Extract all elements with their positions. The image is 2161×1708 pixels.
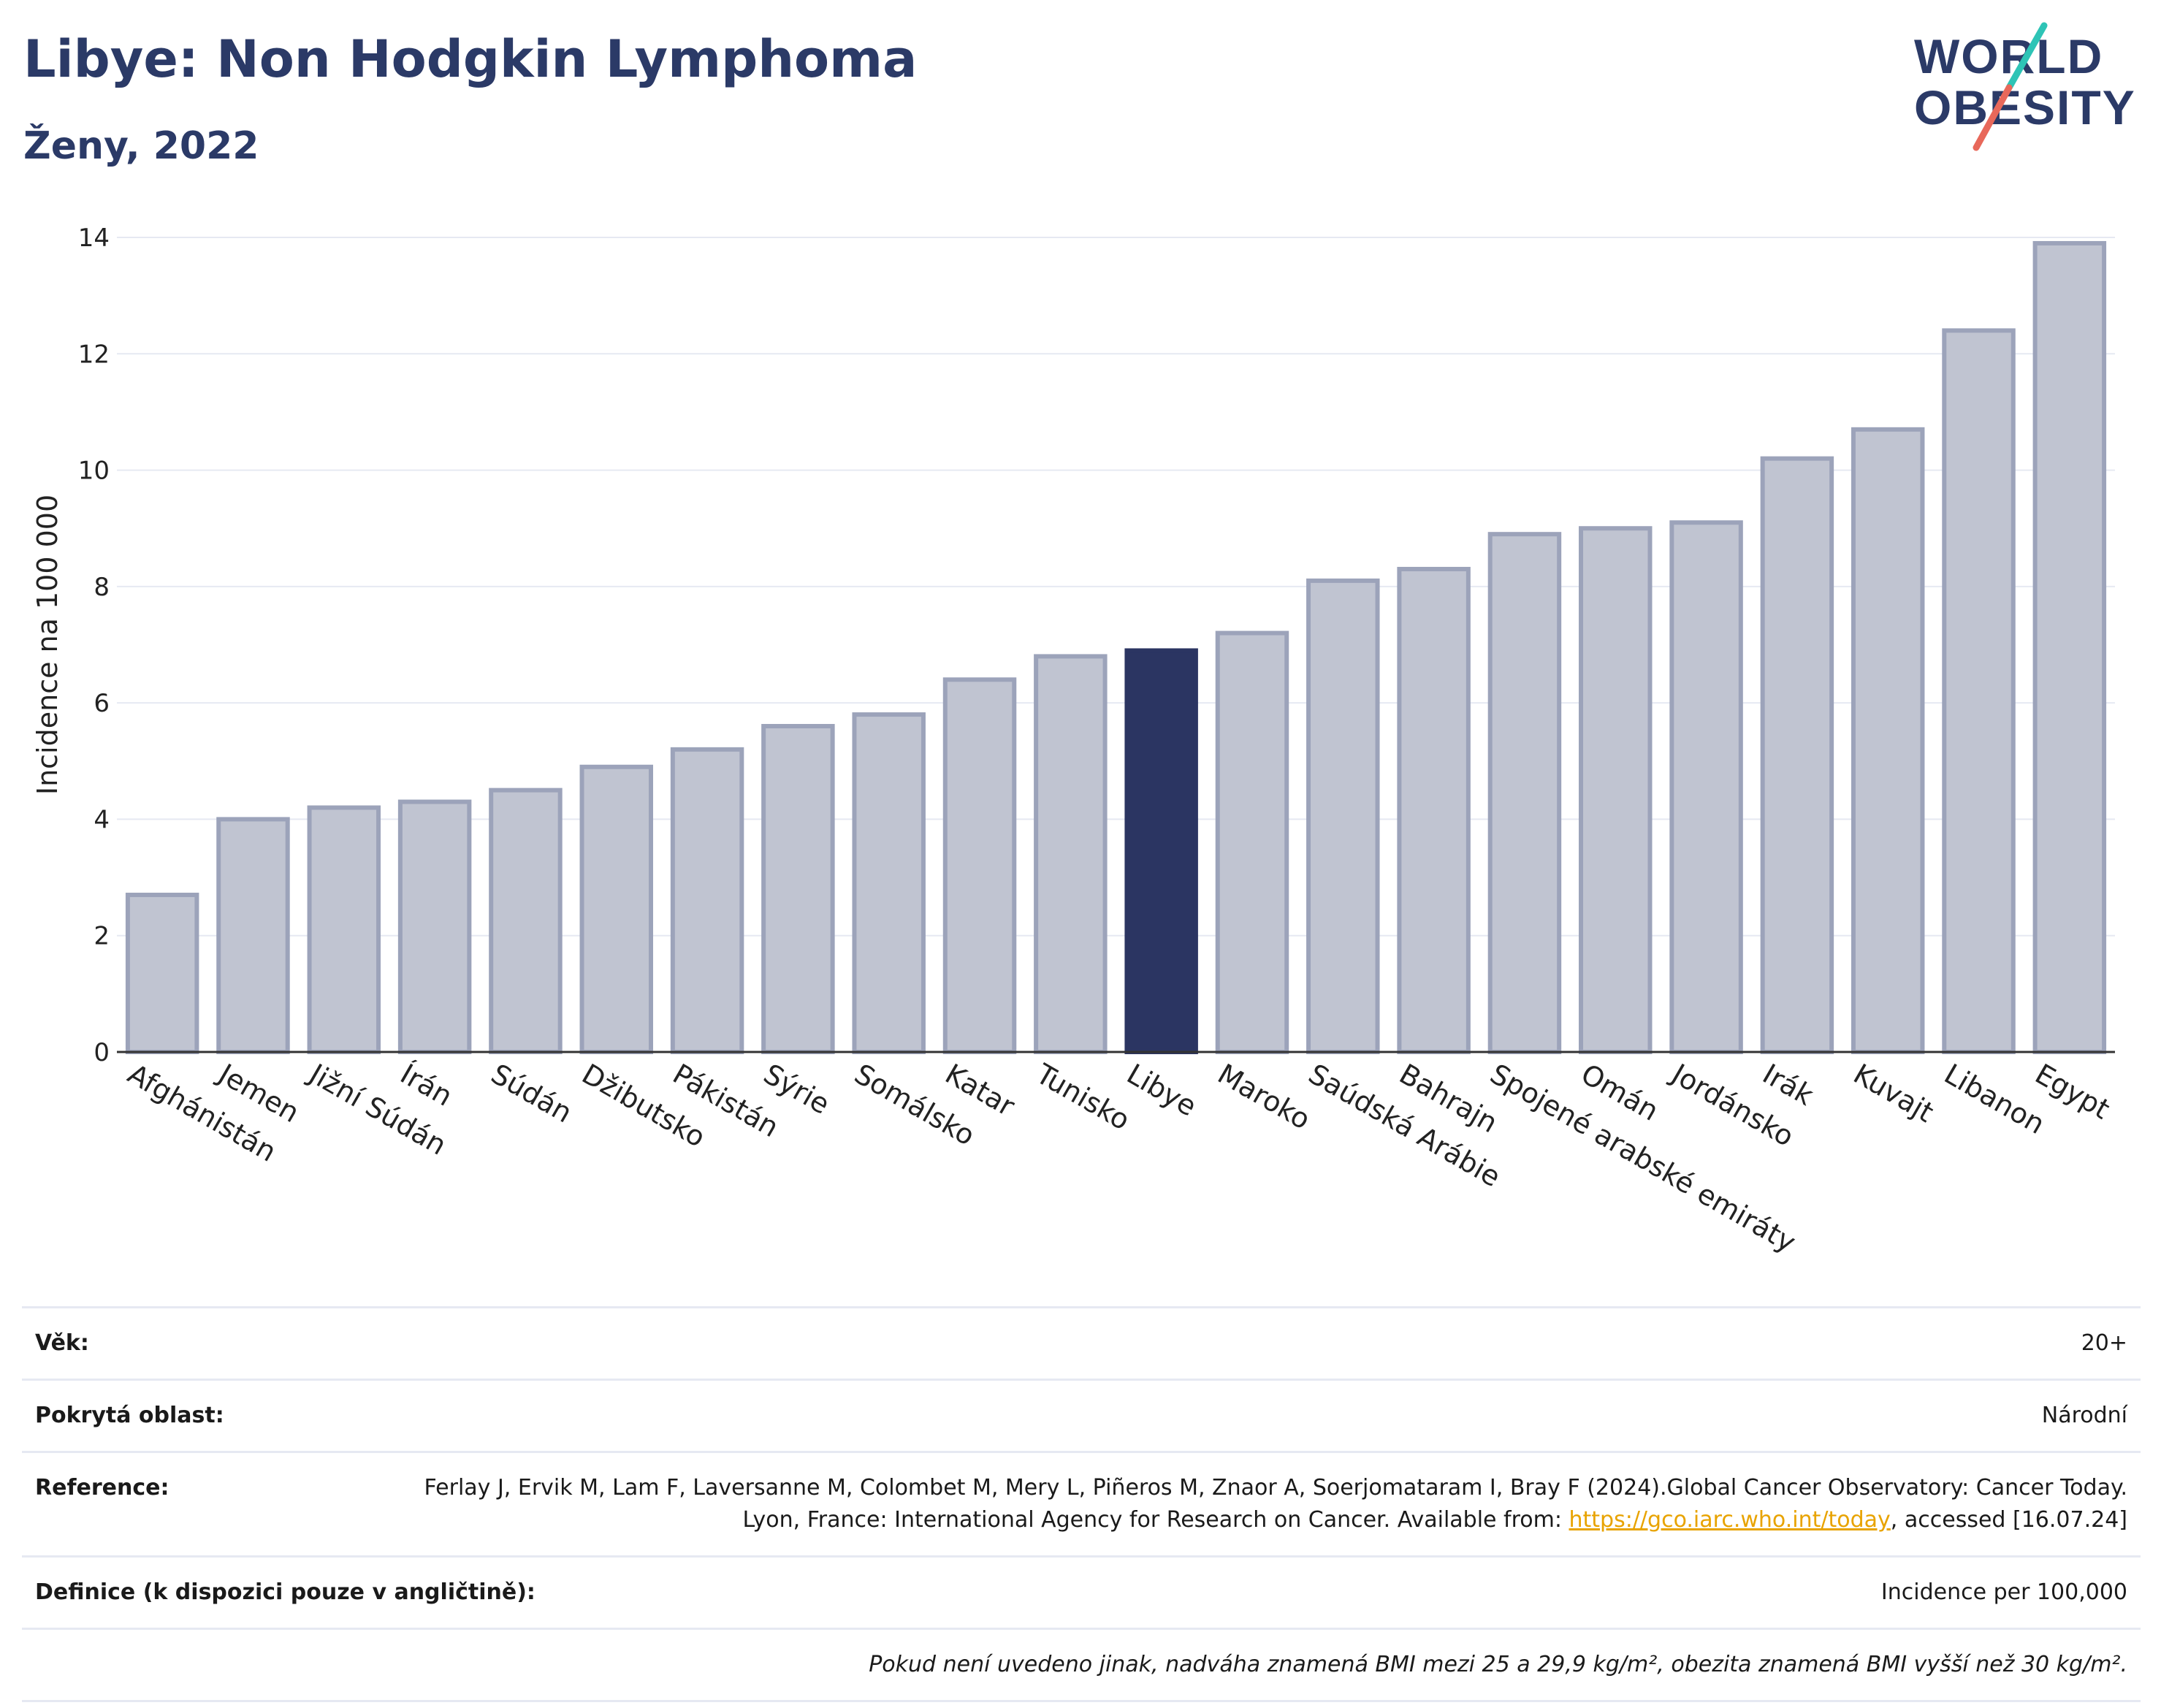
y-tick-label: 0 xyxy=(94,1038,110,1067)
logo-text-world: WORLD xyxy=(1914,29,2103,83)
info-row-age: Věk: 20+ xyxy=(22,1306,2141,1379)
bar xyxy=(670,747,744,1055)
x-tick-label: Irák xyxy=(1757,1058,1818,1112)
reference-value: Ferlay J, Ervik M, Lam F, Laversanne M, … xyxy=(374,1472,2127,1536)
bar xyxy=(1397,566,1471,1054)
area-value: Národní xyxy=(2041,1403,2127,1428)
definition-value: Incidence per 100,000 xyxy=(1880,1579,2127,1605)
reference-text: Ferlay J, Ervik M, Lam F, Laversanne M, … xyxy=(424,1475,2127,1533)
bar xyxy=(489,788,563,1055)
bar xyxy=(307,805,381,1054)
info-row-definition: Definice (k dispozici pouze v angličtině… xyxy=(22,1555,2141,1628)
y-tick-label: 6 xyxy=(94,689,110,718)
bar xyxy=(942,677,1017,1054)
bar xyxy=(397,799,472,1055)
bar xyxy=(1487,532,1562,1054)
y-tick-label: 8 xyxy=(94,573,110,602)
definition-label: Definice (k dispozici pouze v angličtině… xyxy=(35,1579,536,1605)
info-row-area: Pokrytá oblast: Národní xyxy=(22,1379,2141,1451)
age-label: Věk: xyxy=(35,1330,89,1356)
bar xyxy=(1306,578,1380,1054)
bar xyxy=(216,817,290,1055)
y-tick-label: 14 xyxy=(78,224,110,253)
area-label: Pokrytá oblast: xyxy=(35,1403,224,1428)
reference-link[interactable]: https://gco.iarc.who.int/today xyxy=(1569,1507,1891,1533)
bar xyxy=(852,712,926,1054)
reference-label: Reference: xyxy=(35,1475,169,1501)
bar xyxy=(2032,240,2107,1055)
info-row-reference: Reference: Ferlay J, Ervik M, Lam F, Lav… xyxy=(22,1451,2141,1555)
bar xyxy=(1851,427,1925,1054)
bar xyxy=(1034,654,1108,1054)
page-title: Libye: Non Hodgkin Lymphoma xyxy=(23,29,918,89)
logo-slash-red xyxy=(1973,84,2013,151)
bar xyxy=(1760,456,1834,1054)
y-tick-label: 2 xyxy=(94,922,110,951)
bmi-note: Pokud není uvedeno jinak, nadváha znamen… xyxy=(869,1652,2127,1677)
bar xyxy=(579,764,653,1054)
x-tick-label: Súdán xyxy=(486,1058,578,1129)
x-tick-label: Maroko xyxy=(1212,1058,1316,1136)
y-axis-title: Incidence na 100 000 xyxy=(31,495,64,795)
bar xyxy=(1669,520,1743,1054)
y-tick-label: 12 xyxy=(78,340,110,369)
page-subtitle: Ženy, 2022 xyxy=(23,124,259,168)
logo-slash-teal xyxy=(2005,22,2048,91)
x-tick-label: Kuvajt xyxy=(1848,1058,1939,1129)
bar xyxy=(1579,526,1653,1054)
bar xyxy=(761,724,835,1054)
info-row-note: Pokud není uvedeno jinak, nadváha znamen… xyxy=(22,1628,2141,1702)
age-value: 20+ xyxy=(2081,1330,2127,1356)
y-tick-label: 4 xyxy=(94,805,110,834)
x-tick-label: Libanon xyxy=(1939,1058,2050,1140)
reference-tail: , accessed [16.07.24] xyxy=(1890,1507,2127,1533)
bar xyxy=(1215,630,1289,1054)
bar xyxy=(1124,648,1198,1054)
y-tick-label: 10 xyxy=(78,457,110,486)
x-tick-label: Libye xyxy=(1121,1058,1202,1123)
info-table: Věk: 20+ Pokrytá oblast: Národní Referen… xyxy=(22,1306,2141,1702)
logo-text-obesity: OBESITY xyxy=(1914,80,2136,134)
bar xyxy=(125,892,199,1054)
x-tick-label: Tunisko xyxy=(1030,1057,1135,1137)
bar xyxy=(1942,328,2016,1054)
world-obesity-logo: WORLD OBESITY xyxy=(1914,22,2136,151)
x-tick-label: Írán xyxy=(395,1058,458,1113)
